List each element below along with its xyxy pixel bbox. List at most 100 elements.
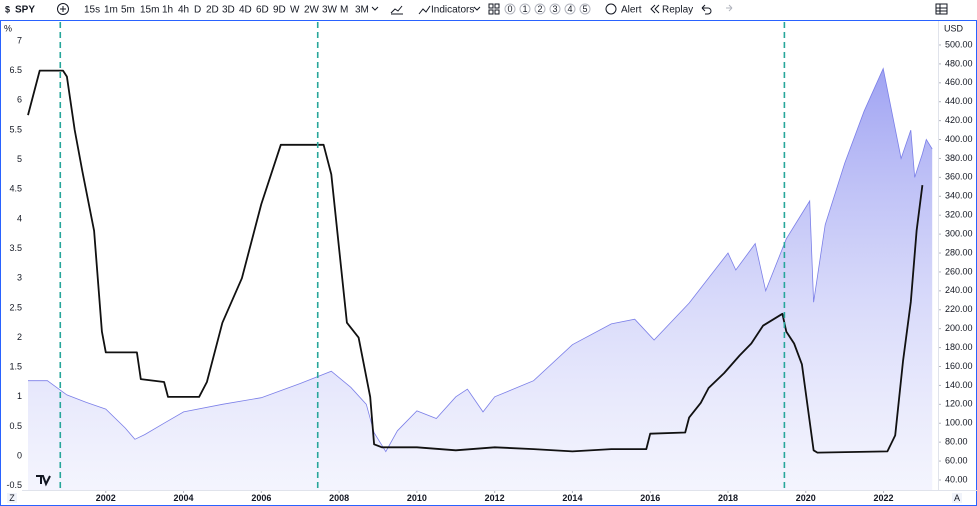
y-tick-label: 3 bbox=[17, 273, 22, 283]
interval-button[interactable]: 3W bbox=[322, 5, 338, 16]
y-tick-label: 2.5 bbox=[9, 302, 22, 312]
interval-button[interactable]: 3D bbox=[222, 5, 235, 16]
y-tick-label: 1.5 bbox=[9, 362, 22, 372]
x-tick-label: 2008 bbox=[329, 493, 349, 503]
interval-menu[interactable] bbox=[371, 6, 379, 11]
y-tick-label: 0.5 bbox=[9, 421, 22, 431]
x-tick-label: 2016 bbox=[640, 493, 660, 503]
y2-tick-label: 60.00 bbox=[945, 455, 968, 465]
indicators-button[interactable]: Indicators bbox=[431, 5, 474, 16]
compare-button[interactable] bbox=[57, 3, 69, 15]
layout-slot-label: 5 bbox=[582, 4, 587, 14]
data-window-button[interactable] bbox=[935, 3, 948, 15]
interval-button[interactable]: 15m bbox=[140, 5, 159, 16]
y2-tick-label: 160.00 bbox=[945, 361, 973, 371]
y2-tick-label: 360.00 bbox=[945, 172, 973, 182]
y2-tick-label: 180.00 bbox=[945, 342, 973, 352]
symbol[interactable]: SPY bbox=[15, 5, 35, 16]
y-tick-label: 4 bbox=[17, 213, 22, 223]
y-axis-unit: % bbox=[4, 23, 12, 33]
axis-button[interactable]: Z bbox=[9, 493, 15, 503]
y-tick-label: 1 bbox=[17, 391, 22, 401]
interval-button[interactable]: 3M bbox=[355, 5, 369, 16]
interval-button[interactable]: D bbox=[194, 5, 201, 16]
interval-button[interactable]: 4D bbox=[239, 5, 252, 16]
layout-slot[interactable] bbox=[534, 3, 546, 15]
replay-button[interactable]: Replay bbox=[662, 5, 693, 16]
y2-tick-label: 220.00 bbox=[945, 304, 973, 314]
x-tick-label: 2004 bbox=[174, 493, 194, 503]
interval-button[interactable]: M bbox=[340, 5, 348, 16]
y2-tick-label: 240.00 bbox=[945, 285, 973, 295]
x-tick-label: 2022 bbox=[874, 493, 894, 503]
y2-tick-label: 380.00 bbox=[945, 153, 973, 163]
toolbar-items: SPY 15s 1m 5m 15m 1h 4h D 2D 3D 4D 6D 9D W 2W 3W M 3M Indi… bbox=[7, 3, 977, 503]
layout-slot-label: 4 bbox=[567, 4, 572, 14]
redo-button[interactable] bbox=[726, 4, 733, 12]
undo-button[interactable] bbox=[701, 4, 712, 15]
y2-tick-label: 340.00 bbox=[945, 191, 973, 201]
axis-button[interactable]: A bbox=[954, 493, 960, 503]
layout-slot[interactable] bbox=[564, 3, 576, 15]
y2-tick-label: 280.00 bbox=[945, 247, 973, 257]
y-tick-label: 7 bbox=[17, 35, 22, 45]
indicators-menu[interactable] bbox=[473, 6, 481, 11]
y-tick-label: -0.5 bbox=[6, 480, 22, 490]
layout-slot[interactable] bbox=[549, 3, 561, 15]
layout-slot[interactable] bbox=[504, 3, 516, 15]
area-fill bbox=[28, 68, 933, 490]
tradingview-logo bbox=[36, 475, 51, 487]
y2-tick-label: 440.00 bbox=[945, 96, 973, 106]
y2-tick-label: 140.00 bbox=[945, 380, 973, 390]
compare-icon bbox=[60, 6, 66, 12]
layout-slot-label: 1 bbox=[522, 4, 527, 14]
y2-tick-label: 400.00 bbox=[945, 134, 973, 144]
interval-button[interactable]: 6D bbox=[256, 5, 269, 16]
y2-axis-unit: USD bbox=[944, 23, 964, 33]
y2-tick-label: 40.00 bbox=[945, 474, 968, 484]
interval-button[interactable]: 1m bbox=[104, 5, 118, 16]
interval-button[interactable]: 2W bbox=[304, 5, 320, 16]
layout-slot-label: 2 bbox=[537, 4, 542, 14]
y2-tick-label: 260.00 bbox=[945, 266, 973, 276]
layout-slot-label: 0 bbox=[507, 4, 512, 14]
y2-tick-label: 460.00 bbox=[945, 77, 973, 87]
y-tick-label: 5.5 bbox=[9, 124, 22, 134]
alert-icon bbox=[605, 3, 617, 15]
layout-slot[interactable] bbox=[519, 3, 531, 15]
x-tick-label: 2002 bbox=[96, 493, 116, 503]
replay-icon bbox=[650, 4, 660, 14]
interval-button[interactable]: W bbox=[290, 5, 300, 16]
interval-button[interactable]: 4h bbox=[178, 5, 189, 16]
x-tick-label: 2020 bbox=[796, 493, 816, 503]
layout-icon[interactable] bbox=[488, 3, 500, 15]
y-tick-label: 2 bbox=[17, 332, 22, 342]
x-tick-label: 2006 bbox=[251, 493, 271, 503]
y-tick-label: 0 bbox=[17, 451, 22, 461]
interval-button[interactable]: 2D bbox=[206, 5, 219, 16]
y-tick-label: 4.5 bbox=[9, 184, 22, 194]
x-tick-label: 2010 bbox=[407, 493, 427, 503]
y2-tick-label: 480.00 bbox=[945, 58, 973, 68]
y-tick-label: 5 bbox=[17, 154, 22, 164]
layout-slot[interactable] bbox=[579, 3, 591, 15]
chart-type-button[interactable] bbox=[390, 5, 403, 15]
y2-tick-label: 320.00 bbox=[945, 210, 973, 220]
y-tick-label: 6 bbox=[17, 95, 22, 105]
indicators-icon bbox=[418, 5, 431, 15]
price-line bbox=[28, 67, 933, 453]
x-tick-label: 2012 bbox=[485, 493, 505, 503]
layout-slot-label: 3 bbox=[552, 4, 557, 14]
interval-button[interactable]: 5m bbox=[121, 5, 135, 16]
y2-tick-label: 420.00 bbox=[945, 115, 973, 125]
alert-button[interactable]: Alert bbox=[621, 5, 642, 16]
y2-tick-label: 300.00 bbox=[945, 228, 973, 238]
x-tick-label: 2014 bbox=[562, 493, 582, 503]
interval-button[interactable]: 15s bbox=[84, 5, 100, 16]
axis-button-bg bbox=[7, 493, 17, 503]
y2-tick-label: 100.00 bbox=[945, 418, 973, 428]
interval-button[interactable]: 9D bbox=[273, 5, 286, 16]
y-tick-label: 3.5 bbox=[9, 243, 22, 253]
interval-button[interactable]: 1h bbox=[162, 5, 173, 16]
